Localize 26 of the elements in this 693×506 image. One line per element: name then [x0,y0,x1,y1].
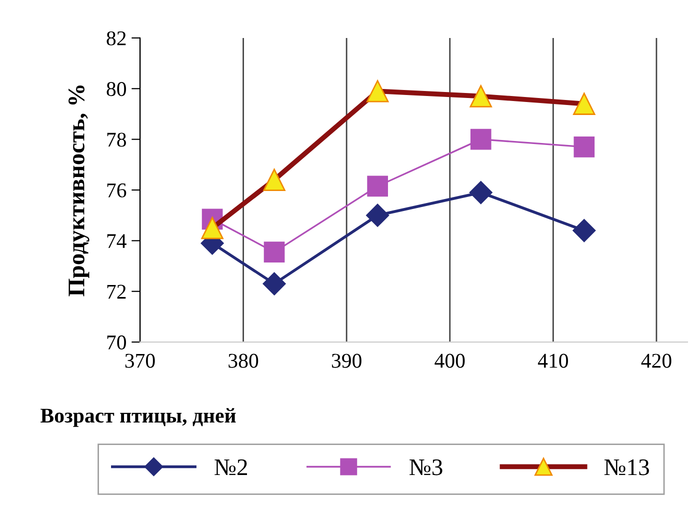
y-tick-label: 82 [106,31,126,46]
y-axis-title: Продуктивность, % [68,86,90,296]
point [470,128,492,150]
legend-label: №13 [604,459,649,476]
x-tick-label: 380 [228,354,258,368]
x-tick-label: 370 [125,354,155,368]
x-tick-label: 400 [434,354,465,368]
y-tick-label: 70 [107,335,126,350]
y-tick-label: 78 [107,132,126,147]
legend-label: №2 [214,459,247,475]
point [262,272,286,296]
y-tick-label: 80 [106,82,126,96]
x-tick-label: 390 [332,354,362,368]
x-axis-title: Возраст птицы, дней [40,408,236,427]
point [264,242,285,263]
y-tick-label: 76 [107,183,126,198]
x-tick-label: 420 [641,354,672,368]
legend-label: №3 [410,459,442,476]
x-tick-label: 410 [538,354,568,368]
point [572,219,596,242]
point [574,136,595,158]
y-tick-label: 72 [107,284,126,299]
y-tick-label: 74 [107,234,126,248]
point [367,176,388,197]
point [366,204,390,227]
point [469,181,492,204]
